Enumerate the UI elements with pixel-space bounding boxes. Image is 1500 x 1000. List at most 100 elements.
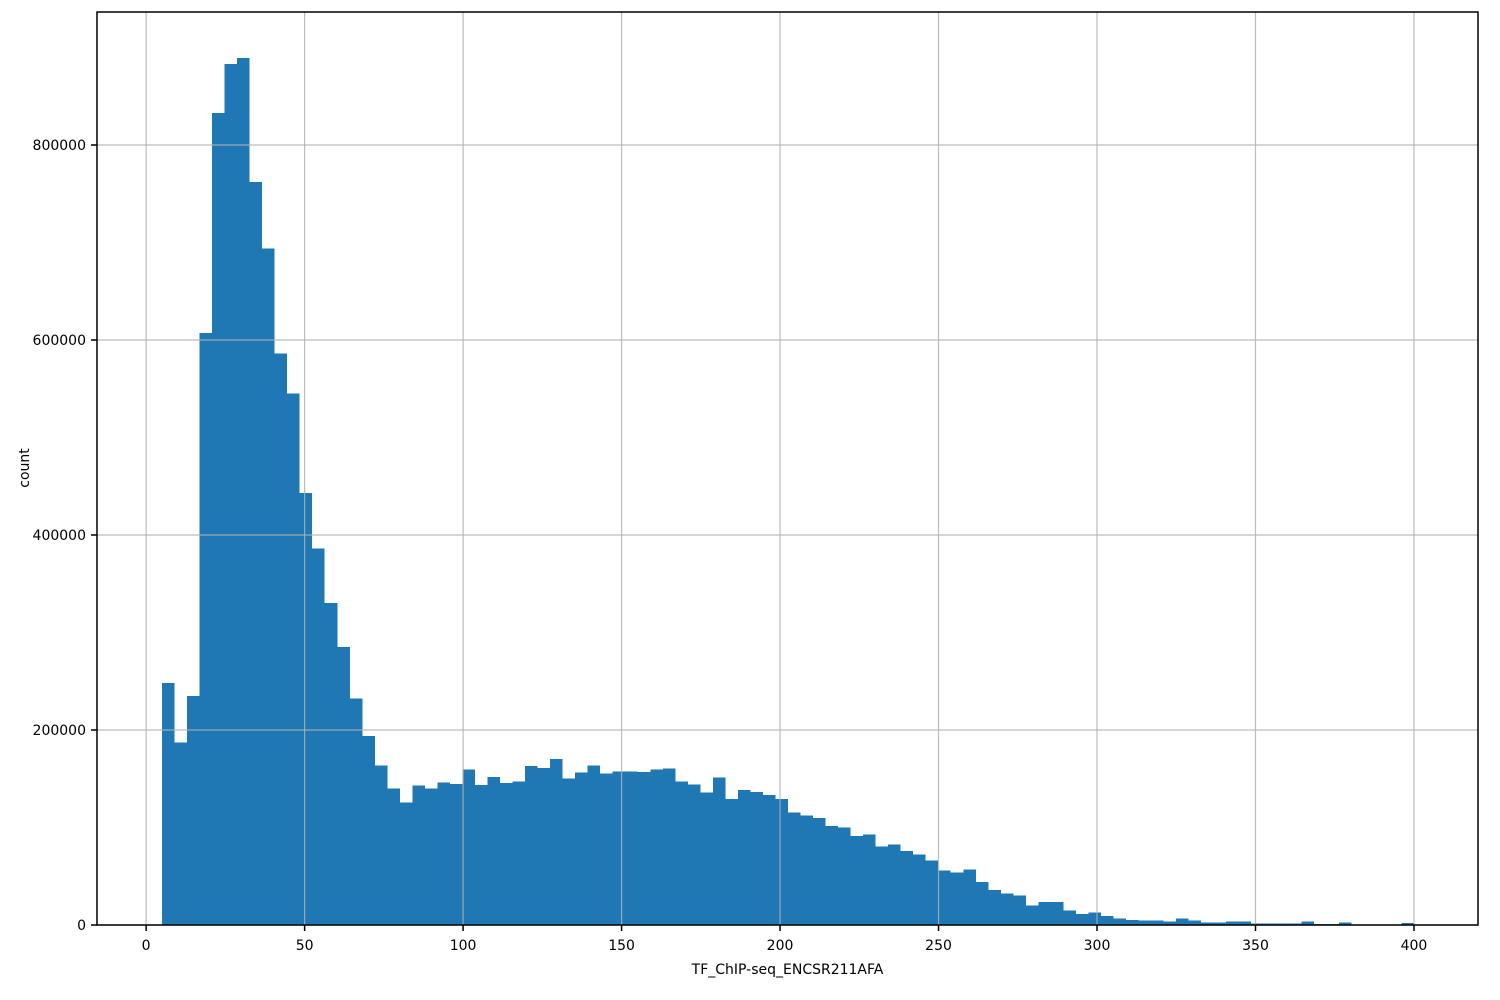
histogram-bar — [637, 771, 651, 925]
x-tick-label: 0 — [142, 938, 151, 954]
histogram-bar — [424, 788, 438, 925]
histogram-bar — [1188, 920, 1202, 925]
histogram-bar — [950, 872, 964, 925]
histogram-bar — [875, 846, 889, 925]
axes-frame — [96, 11, 1479, 926]
histogram-bar — [838, 827, 851, 925]
histogram-bar — [249, 182, 263, 925]
histogram-bar — [537, 768, 551, 925]
y-tick-label: 600000 — [33, 333, 86, 349]
histogram-bar — [1050, 902, 1064, 925]
histogram-bar — [825, 826, 839, 925]
histogram-bar — [600, 773, 613, 925]
histogram-bar — [587, 765, 601, 925]
x-tick-label: 350 — [1242, 938, 1269, 954]
histogram-bar — [938, 870, 951, 925]
histogram-bar — [662, 768, 676, 925]
histogram-bar — [412, 785, 425, 925]
histogram-bar — [687, 784, 701, 925]
y-tick-label: 800000 — [33, 138, 86, 154]
histogram-bar — [512, 781, 526, 925]
histogram-bar — [863, 834, 876, 925]
histogram-bar — [387, 788, 400, 925]
histogram-bar — [449, 784, 463, 925]
histogram-bar — [800, 815, 814, 925]
histogram-bar — [174, 742, 188, 925]
histogram-bar — [312, 548, 325, 925]
histogram-bar — [462, 769, 475, 925]
x-tick-label: 300 — [1084, 938, 1111, 954]
histogram-bar — [700, 792, 713, 925]
histogram-bar — [737, 789, 751, 925]
histogram-bar — [487, 776, 501, 925]
histogram-bar — [1126, 920, 1139, 925]
histogram-bar — [500, 783, 513, 925]
histogram-bar — [474, 785, 488, 925]
y-tick-label: 400000 — [33, 528, 86, 544]
x-tick-label: 200 — [767, 938, 794, 954]
histogram-bar — [1000, 893, 1014, 925]
histogram-bar — [762, 794, 776, 925]
histogram-bar — [324, 603, 338, 925]
histogram-bar — [650, 769, 663, 925]
histogram-bar — [187, 695, 200, 925]
histogram-bar — [1013, 895, 1026, 925]
x-tick-label: 100 — [450, 938, 477, 954]
histogram-bar — [1213, 922, 1227, 925]
histogram-bar — [612, 771, 626, 925]
histogram-bar — [562, 778, 576, 925]
histogram-bar — [750, 791, 763, 925]
histogram-bar — [775, 799, 788, 925]
histogram-bar — [1113, 918, 1127, 925]
histogram-bar — [1075, 913, 1089, 925]
histogram-bar — [299, 493, 313, 925]
histogram-bar — [787, 812, 801, 925]
histogram-bar — [675, 781, 688, 925]
histogram-bar — [1063, 910, 1076, 925]
x-tick-label: 400 — [1401, 938, 1428, 954]
histogram-bar — [1088, 912, 1101, 925]
histogram-bar — [362, 735, 375, 925]
histogram-bar — [813, 818, 826, 925]
histogram-bar — [1151, 920, 1164, 925]
histogram-bar — [161, 683, 175, 925]
x-tick-label: 150 — [608, 938, 635, 954]
histogram-bar — [850, 835, 864, 925]
histogram-bar — [1163, 921, 1177, 925]
histogram-bar — [925, 860, 939, 925]
histogram-bar — [262, 248, 275, 925]
histogram-bar — [550, 758, 563, 925]
x-tick-label: 250 — [925, 938, 952, 954]
histogram-bar — [913, 854, 926, 925]
x-tick-label: 50 — [296, 938, 314, 954]
histogram-bar — [337, 647, 350, 925]
y-tick-label: 200000 — [33, 723, 86, 739]
histogram-bar — [349, 698, 363, 925]
histogram-bar — [374, 765, 388, 925]
x-axis-label: TF_ChIP-seq_ENCSR211AFA — [691, 962, 884, 978]
histogram-bar — [1176, 918, 1189, 925]
histogram-bar — [212, 112, 225, 925]
histogram-bar — [199, 333, 213, 925]
histogram-bar — [1301, 921, 1314, 925]
histogram-bar — [1100, 916, 1114, 925]
histogram-bar — [975, 882, 989, 925]
histogram-bar — [274, 353, 288, 925]
histogram-bar — [888, 844, 901, 925]
histogram-bar — [224, 64, 238, 926]
histogram-bar — [1401, 922, 1414, 925]
histogram-bar — [1338, 922, 1352, 925]
histogram-bar — [287, 393, 300, 926]
histogram-bar — [963, 869, 976, 925]
histogram-bar — [1201, 922, 1214, 925]
histogram-bar — [237, 58, 250, 925]
histogram-bar — [900, 850, 914, 925]
histogram-bar — [1226, 921, 1239, 925]
histogram-bar — [1238, 921, 1252, 925]
histogram-bar — [988, 889, 1001, 925]
histogram-bar — [1038, 902, 1051, 925]
histogram-bar — [725, 799, 738, 925]
histogram-bar — [1025, 905, 1039, 925]
